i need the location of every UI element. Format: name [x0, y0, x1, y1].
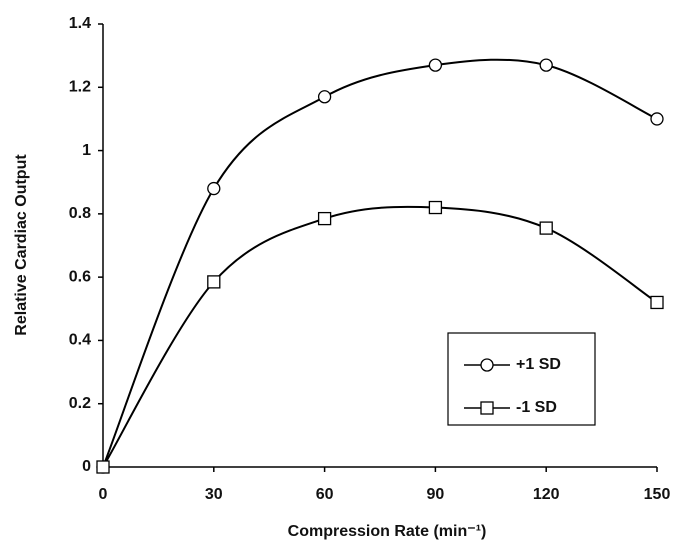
data-point — [317, 211, 332, 226]
data-point — [428, 58, 443, 72]
x-tick-label: 60 — [316, 486, 334, 503]
y-tick-label: 1 — [82, 142, 91, 159]
y-tick-label: 0.8 — [69, 205, 91, 222]
data-point — [539, 58, 553, 72]
x-tick-label: 90 — [427, 486, 445, 503]
y-tick-label: 0 — [82, 458, 91, 475]
y-tick-label: 1.2 — [69, 79, 91, 96]
data-point — [96, 460, 110, 474]
x-axis-label: Compression Rate (min⁻¹) — [288, 523, 487, 540]
data-point — [650, 295, 664, 310]
data-point — [428, 200, 443, 215]
y-tick-label: 1.4 — [69, 15, 91, 32]
data-point — [650, 112, 664, 126]
legend-box — [447, 332, 596, 426]
data-point — [317, 90, 332, 104]
series-line — [102, 205, 658, 468]
data-point — [207, 181, 221, 196]
x-tick-label: 150 — [644, 486, 671, 503]
data-point — [207, 275, 221, 289]
legend-label: -1 SD — [516, 399, 557, 416]
x-tick-label: 30 — [205, 486, 223, 503]
x-tick-label: 0 — [99, 486, 108, 503]
y-axis-label: Relative Cardiac Output — [13, 154, 30, 336]
legend-label: +1 SD — [516, 356, 561, 373]
legend-marker — [480, 401, 494, 415]
x-tick-label: 120 — [533, 486, 560, 503]
y-tick-label: 0.4 — [69, 332, 91, 349]
y-tick-label: 0.2 — [69, 395, 91, 412]
legend-marker — [480, 358, 494, 372]
data-point — [539, 221, 553, 235]
y-tick-label: 0.6 — [69, 268, 91, 285]
